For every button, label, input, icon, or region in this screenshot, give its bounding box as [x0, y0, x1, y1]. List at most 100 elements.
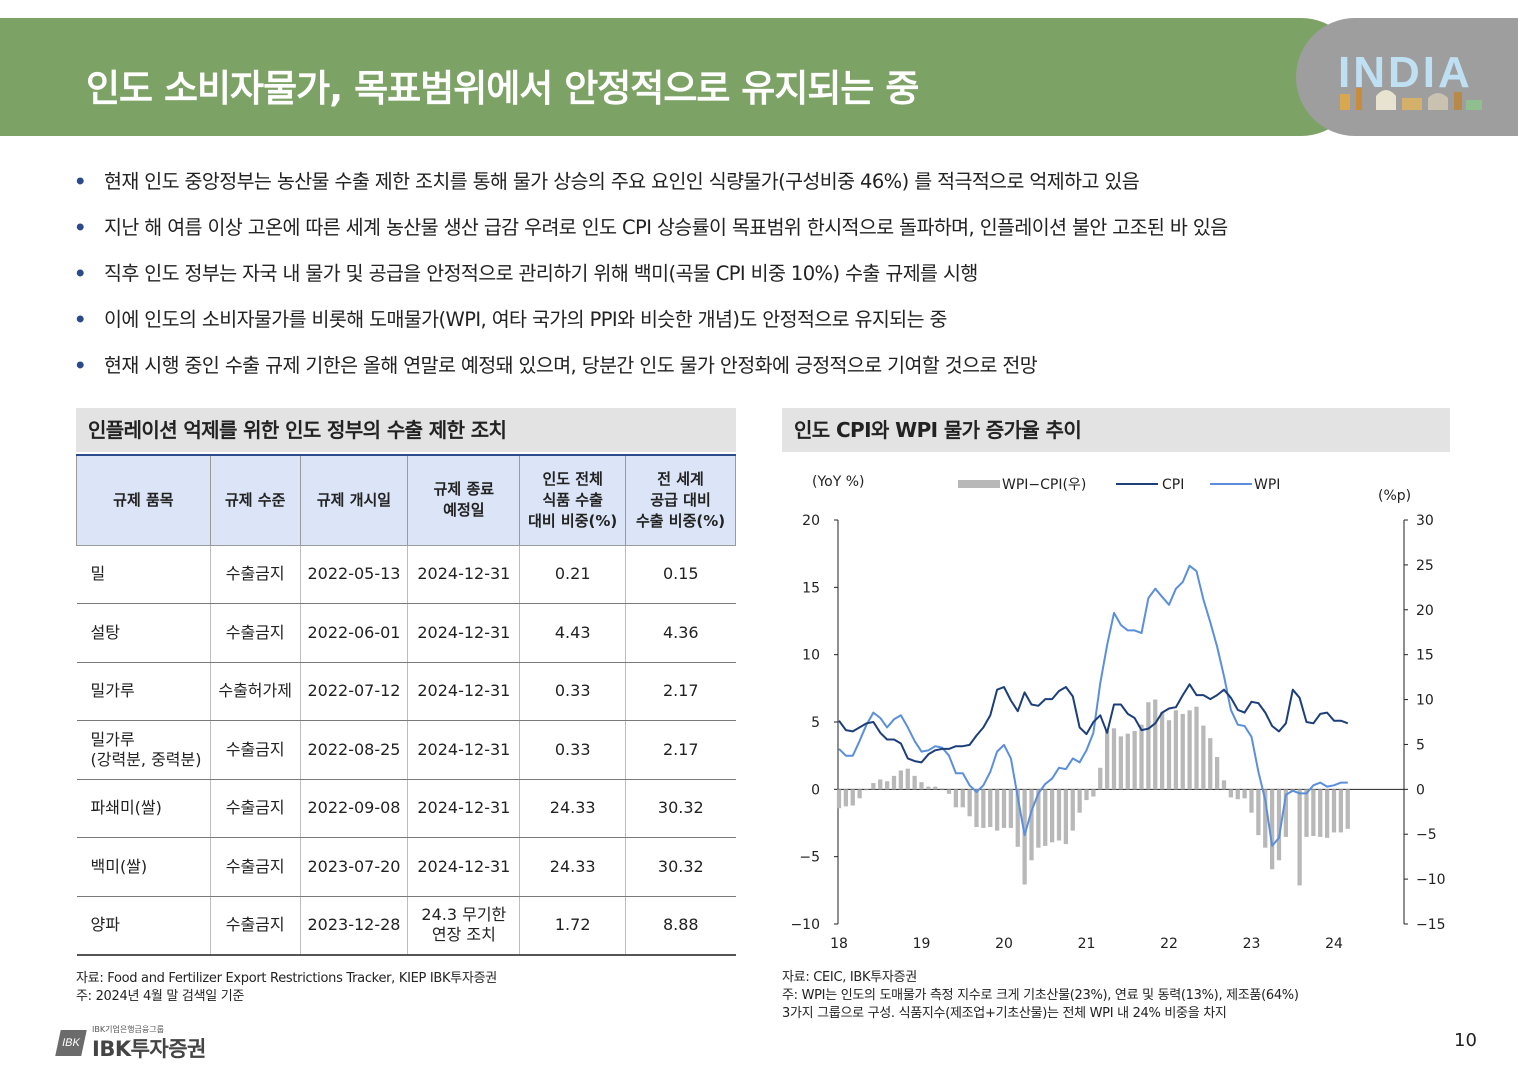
- table-row: 밀 수출금지 2022-05-13 2024-12-31 0.21 0.15: [76, 545, 736, 604]
- table-cell: 24.33: [519, 779, 626, 838]
- diff-bar: [1324, 789, 1330, 838]
- diff-bar: [857, 789, 862, 799]
- y-tick-label-right: 5: [1416, 737, 1425, 753]
- diff-bar: [974, 789, 979, 828]
- diff-bar: [1159, 712, 1165, 790]
- diff-bar: [1338, 789, 1344, 833]
- diff-bar: [1242, 789, 1247, 799]
- table-cell: 0.33: [519, 662, 626, 721]
- y-tick-label-left: 20: [802, 513, 820, 529]
- table-header-row: 규제 품목 규제 수준 규제 개시일 규제 종료 예정일 인도 전체 식품 수출 대비…: [76, 454, 736, 546]
- diff-bar: [933, 786, 938, 790]
- diff-bar: [1132, 730, 1137, 790]
- diff-bar: [1118, 736, 1124, 790]
- diff-bar: [1235, 789, 1240, 800]
- bullet-dot: •: [74, 262, 86, 285]
- ibk-mark-icon: IBK: [55, 1030, 87, 1056]
- diff-bar: [981, 789, 986, 828]
- table-cell: 2024-12-31: [407, 837, 520, 897]
- bullet-item: • 이에 인도의 소비자물가를 비롯해 도매물가(WPI, 여타 국가의 PPI와…: [74, 308, 1474, 332]
- table-cell: 0.33: [519, 720, 626, 780]
- bullet-item: • 지난 해 여름 이상 고온에 따른 세계 농산물 생산 급감 우려로 인도 C…: [74, 216, 1474, 240]
- diff-bar: [1043, 789, 1048, 846]
- diff-bar: [1173, 710, 1179, 790]
- diff-bar: [1063, 789, 1069, 845]
- y-tick-label-right: 10: [1416, 693, 1434, 709]
- table-cell: 1.72: [519, 896, 626, 956]
- y-tick-label-right: 25: [1416, 558, 1434, 574]
- diff-bar: [953, 789, 959, 808]
- table-cell: 30.32: [625, 837, 736, 897]
- table-row: 설탕 수출금지 2022-06-01 2024-12-31 4.43 4.36: [76, 603, 736, 663]
- page-title: 인도 소비자물가, 목표범위에서 안정적으로 유지되는 중: [86, 67, 919, 110]
- table-cell: 파쇄미(쌀): [76, 779, 211, 838]
- diff-bar: [905, 768, 910, 790]
- x-tick-label: 22: [1160, 936, 1178, 952]
- cpi-wpi-chart: (YoY %) (%p) WPI−CPI(우) CPI WPI 20 15 10 5 0…: [790, 474, 1445, 952]
- bullet-dot: •: [74, 170, 86, 193]
- diff-bar: [1208, 738, 1213, 790]
- table-cell: 설탕: [76, 603, 211, 663]
- table-cell: 24.33: [519, 837, 626, 897]
- diff-bar: [1297, 789, 1302, 886]
- diff-bar: [1187, 710, 1192, 790]
- table-cell: 2.17: [625, 662, 736, 721]
- diff-bar: [912, 775, 917, 790]
- bullet-dot: •: [74, 308, 86, 331]
- table-cell: 30.32: [625, 779, 736, 838]
- diff-bar: [946, 789, 952, 794]
- diff-bar: [871, 783, 876, 790]
- table-cell: 2024-12-31: [407, 779, 520, 838]
- diff-bar: [1331, 789, 1337, 833]
- y-tick-label-right: 30: [1416, 513, 1434, 529]
- table-note: 주: 2024년 4월 말 검색일 기준: [76, 989, 245, 1004]
- diff-bar: [1269, 789, 1275, 870]
- table-source-note: 자료: Food and Fertilizer Export Restricti…: [76, 970, 497, 1006]
- diff-bar: [967, 789, 972, 817]
- table-cell: 밀가루: [76, 662, 211, 721]
- diff-bar: [1166, 720, 1172, 790]
- column-header: 전 세계 공급 대비 수출 비중(%): [625, 454, 736, 546]
- table-section-title: 인플레이션 억제를 위한 인도 정부의 수출 제한 조치: [76, 408, 736, 452]
- diff-bar: [1111, 728, 1117, 790]
- table-row: 백미(쌀) 수출금지 2023-07-20 2024-12-31 24.33 30.32: [76, 837, 736, 897]
- table-cell: 수출금지: [209, 896, 301, 956]
- table-cell: 양파: [76, 896, 211, 956]
- page-number: 10: [1454, 1030, 1477, 1051]
- summary-bullets: • 현재 인도 중앙정부는 농산물 수출 제한 조치를 통해 물가 상승의 주요 …: [74, 170, 1474, 400]
- bullet-text: 직후 인도 정부는 자국 내 물가 및 공급을 안정적으로 관리하기 위해 백미…: [104, 262, 978, 285]
- column-header: 규제 수준: [209, 454, 301, 546]
- header-band: 인도 소비자물가, 목표범위에서 안정적으로 유지되는 중: [0, 18, 1360, 136]
- table-cell: 2.17: [625, 720, 736, 780]
- column-header: 규제 품목: [76, 454, 211, 546]
- table-cell: 수출허가제: [209, 662, 301, 721]
- legend-swatch-diff: [958, 480, 1000, 488]
- x-tick-label: 24: [1325, 936, 1343, 952]
- y-tick-label-right: 20: [1416, 603, 1434, 619]
- diff-bar: [1283, 789, 1289, 837]
- diff-bar: [843, 789, 849, 807]
- x-tick-label: 20: [995, 936, 1013, 952]
- diff-bar: [1001, 789, 1007, 828]
- y-tick-label-left: −10: [790, 917, 820, 933]
- column-header: 인도 전체 식품 수출 대비 비중(%): [519, 454, 627, 546]
- y-tick-label-right: 15: [1416, 648, 1434, 664]
- diff-bar: [926, 786, 931, 790]
- wpi-line: [838, 564, 1348, 847]
- table-cell: 0.21: [519, 545, 626, 604]
- table-row: 밀가루 (강력분, 중력분) 수출금지 2022-08-25 2024-12-31 0.3…: [76, 720, 736, 780]
- table-cell: 2022-05-13: [299, 545, 408, 604]
- legend-label-wpi: WPI: [1254, 477, 1280, 493]
- diff-bar: [960, 789, 965, 808]
- chart-axes: 20 15 10 5 0 −5 −10 30 25 20 15 10 5 0 −5 −10 −15 18 19 20 2…: [790, 513, 1445, 952]
- table-cell: 4.36: [625, 603, 736, 663]
- header-banner: 인도 소비자물가, 목표범위에서 안정적으로 유지되는 중 INDIA: [0, 18, 1518, 136]
- x-tick-label: 19: [913, 936, 931, 952]
- diff-bar: [1194, 706, 1199, 790]
- diff-bar: [1221, 780, 1227, 790]
- diff-bar: [1256, 789, 1261, 836]
- y-left-label: (YoY %): [812, 474, 865, 490]
- y-tick-label-right: 0: [1416, 782, 1425, 798]
- table-cell: 2024-12-31: [407, 662, 520, 721]
- y-right-label: (%p): [1378, 488, 1411, 504]
